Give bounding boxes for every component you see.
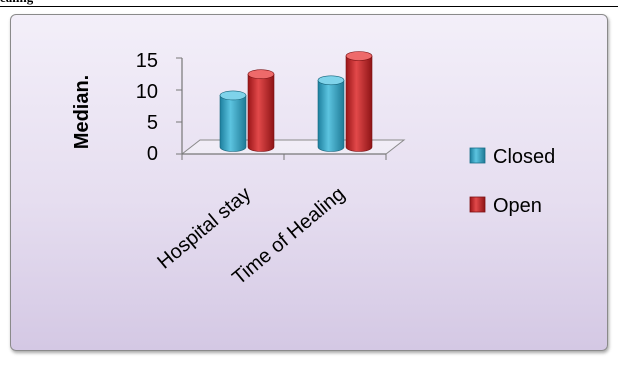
legend-swatch-closed — [469, 147, 486, 164]
bar-top — [317, 75, 345, 86]
y-tick-labels: 0 5 10 15 — [136, 50, 158, 165]
bar-body — [219, 95, 247, 152]
bar-closed-1 — [317, 75, 345, 152]
y-tick-label: 0 — [147, 143, 158, 165]
legend-item-closed: Closed — [469, 146, 555, 168]
bar-top — [219, 90, 247, 101]
y-axis-label: Median. — [71, 75, 93, 149]
legend-label-closed: Closed — [493, 146, 555, 168]
legend-item-open: Open — [469, 195, 542, 217]
bar-closed-0 — [219, 90, 247, 152]
y-tick-label: 10 — [136, 81, 158, 103]
page-top-rule — [0, 6, 618, 7]
page-top-text: ealing — [0, 0, 33, 5]
bar-body — [317, 79, 345, 152]
chart-frame — [10, 14, 608, 351]
bar-open-0 — [247, 69, 275, 152]
legend: Closed Open — [469, 146, 555, 217]
bar-top — [247, 69, 275, 79]
y-tick-label: 5 — [147, 112, 158, 134]
y-axis-ticks — [176, 57, 182, 155]
legend-swatch-open — [469, 196, 486, 213]
legend-label-open: Open — [493, 195, 542, 217]
x-category-label: Hospital stay — [153, 183, 255, 273]
y-tick-label: 15 — [136, 50, 158, 72]
bar-body — [247, 73, 275, 152]
bars — [219, 51, 373, 152]
bar-top — [345, 51, 373, 61]
bar-body — [345, 55, 373, 152]
bar-open-1 — [345, 51, 373, 152]
